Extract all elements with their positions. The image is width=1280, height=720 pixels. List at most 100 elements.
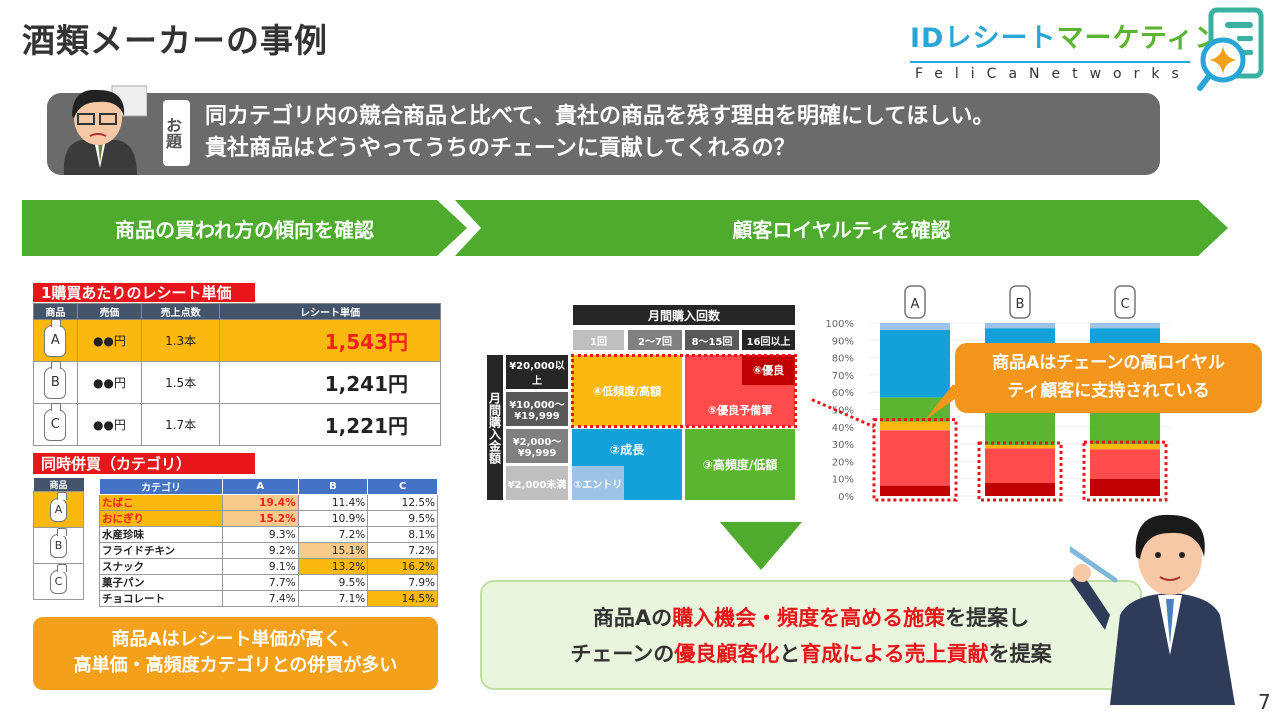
felica-networks-logo: IDレシートマーケティング FeliCaNetworks — [905, 6, 1270, 94]
y-tick-label: 40% — [832, 423, 854, 434]
summary-left: 商品Aはレシート単価が高く、 高単価・高頻度カテゴリとの併買が多い — [33, 617, 438, 690]
category-cell: たばこ — [99, 494, 223, 511]
receipt-table-label: 1購買あたりのレシート単価 — [33, 283, 255, 302]
y-tick-label: 60% — [832, 388, 854, 399]
share-cell: 16.2% — [367, 558, 438, 575]
bar-segment-C-5 — [1090, 323, 1160, 329]
category-label: A — [911, 297, 920, 312]
share-cell: 15.1% — [297, 542, 369, 559]
matrix-row: ¥20,000以上 — [506, 355, 568, 389]
category-cell: おにぎり — [99, 510, 223, 527]
share-cell: 9.1% — [222, 558, 299, 575]
table-row: たばこ 19.4% 11.4% 12.5% — [99, 494, 438, 511]
share-cell: 11.4% — [297, 494, 369, 511]
share-cell: 9.3% — [222, 526, 299, 543]
share-cell: 9.5% — [367, 510, 438, 527]
share-cell: 8.1% — [367, 526, 438, 543]
bar-segment-C-2 — [1090, 444, 1160, 450]
share-cell: 9.5% — [297, 574, 369, 591]
table-row: おにぎり 15.2% 10.9% 9.5% — [99, 510, 438, 527]
bottle-icon — [1114, 285, 1136, 319]
bottle-icon: A — [44, 318, 67, 357]
y-tick-label: 50% — [832, 406, 854, 417]
bottle-icon: A — [50, 491, 67, 522]
category-cell: 水産珍味 — [99, 526, 223, 543]
share-cell: 19.4% — [222, 494, 299, 511]
page-title: 酒類メーカーの事例 — [22, 21, 328, 60]
matrix-col-title: 月間購入回数 — [573, 305, 795, 325]
share-cell: 14.5% — [367, 590, 438, 607]
bar-segment-A-5 — [880, 323, 950, 330]
basket-category-table: カテゴリ A B C たばこ 19.4% 11.4% 12.5% おにぎり 15.2% 10.9%… — [99, 478, 438, 607]
matrix-row: ¥2,000未満 — [506, 466, 568, 500]
table-row: C ●●円 1.7本 1,221円 — [33, 402, 441, 446]
table-row: 水産珍味 9.3% 7.2% 8.1% — [99, 526, 438, 543]
share-cell: 7.7% — [222, 574, 299, 591]
bar-segment-B-1 — [985, 448, 1055, 484]
matrix-col: 16回以上 — [742, 330, 795, 350]
share-cell: 7.9% — [367, 574, 438, 591]
category-cell: チョコレート — [99, 590, 223, 607]
bar-segment-B-0 — [985, 483, 1055, 496]
table-row: A ●●円 1.3本 1,543円 — [33, 318, 441, 362]
category-cell: フライドチキン — [99, 542, 223, 559]
share-cell: 7.4% — [222, 590, 299, 607]
category-cell: 菓子パン — [99, 574, 223, 591]
page-number: 7 — [1258, 690, 1271, 714]
bar-segment-A-0 — [880, 485, 950, 496]
share-cell: 7.2% — [367, 542, 438, 559]
bottle-icon: C — [50, 563, 67, 594]
y-tick-label: 70% — [832, 371, 854, 382]
worried-businessman-illustration — [63, 85, 147, 175]
table-row: 菓子パン 7.7% 9.5% 7.9% — [99, 574, 438, 591]
y-tick-label: 10% — [832, 475, 854, 486]
matrix-col: 2〜7回 — [628, 330, 682, 350]
step-arrow-customer-loyalty: 顧客ロイヤルティを確認 — [455, 200, 1228, 256]
y-tick-label: 20% — [832, 457, 854, 468]
loyalty-callout: 商品Aはチェーンの高ロイヤル ティ顧客に支持されている — [955, 343, 1262, 413]
matrix-row: ¥10,000〜¥19,999 — [506, 392, 568, 426]
receipt-price-table: 商品 売価 売上点数 レシート単価 A ●●円 1.3本 1,543円 B ●●円 1.5本 1,… — [33, 303, 441, 446]
share-cell: 13.2% — [297, 558, 369, 575]
down-arrow — [720, 522, 802, 570]
odai-banner — [47, 93, 1160, 175]
category-cell: スナック — [99, 558, 223, 575]
share-cell: 7.2% — [297, 526, 369, 543]
bottle-icon — [1009, 285, 1031, 319]
bottle-icon: B — [50, 527, 67, 558]
bar-segment-A-4 — [880, 329, 950, 398]
share-cell: 15.2% — [222, 510, 299, 527]
matrix-col: 1回 — [573, 330, 624, 350]
y-tick-label: 80% — [832, 354, 854, 365]
y-tick-label: 30% — [832, 440, 854, 451]
bar-segment-A-2 — [880, 421, 950, 431]
category-label: B — [1016, 297, 1025, 312]
table-row: フライドチキン 9.2% 15.1% 7.2% — [99, 542, 438, 559]
matrix-row-title: 月間購入金額 — [487, 355, 503, 500]
bar-segment-B-5 — [985, 323, 1055, 329]
highlight-dotted-frame — [571, 354, 797, 428]
odai-question: 同カテゴリ内の競合商品と比べて、貴社の商品を残す理由を明確にしてほしい。 貴社商品… — [205, 104, 995, 161]
segment-1: ①エントリ — [572, 466, 624, 500]
highlight-dotted-frame — [872, 418, 958, 502]
share-cell: 7.1% — [297, 590, 369, 607]
highlight-dotted-frame — [1082, 440, 1168, 502]
segment-4: ④低頻度/高額 — [572, 355, 682, 426]
table-row: スナック 9.1% 13.2% 16.2% — [99, 558, 438, 575]
matrix-row: ¥2,000〜¥9,999 — [506, 429, 568, 463]
table-row: B ●●円 1.5本 1,241円 — [33, 360, 441, 404]
bar-segment-B-2 — [985, 444, 1055, 449]
bottle-icon: C — [44, 402, 67, 441]
y-tick-label: 90% — [832, 336, 854, 347]
presenter-businessman-illustration — [1070, 514, 1235, 705]
y-tick-label: 100% — [825, 319, 854, 330]
bar-segment-A-1 — [880, 430, 950, 486]
segment-6: ⑥優良 — [742, 355, 795, 385]
step-arrow-purchase-trend: 商品の買われ方の傾向を確認 — [22, 200, 467, 256]
category-label: C — [1120, 297, 1129, 312]
matrix-col: 8〜15回 — [685, 330, 739, 350]
conclusion-box: 商品Aの購入機会・頻度を高める施策を提案し チェーンの優良顧客化と育成による売上… — [480, 580, 1142, 690]
share-cell: 9.2% — [222, 542, 299, 559]
bottle-icon — [904, 285, 926, 319]
odai-label: お題 — [163, 100, 190, 166]
